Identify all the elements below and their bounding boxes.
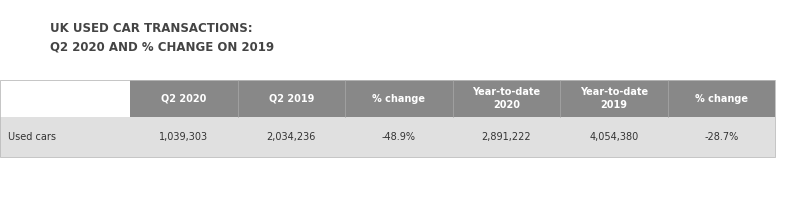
- Text: Used cars: Used cars: [8, 132, 56, 142]
- Text: -48.9%: -48.9%: [382, 132, 416, 142]
- Text: Year-to-date
2020: Year-to-date 2020: [472, 87, 540, 110]
- Text: Q2 2020: Q2 2020: [161, 93, 206, 104]
- Text: % change: % change: [372, 93, 426, 104]
- Text: Year-to-date
2019: Year-to-date 2019: [580, 87, 648, 110]
- Text: -28.7%: -28.7%: [704, 132, 738, 142]
- Bar: [130, 80, 775, 117]
- Text: Q2 2019: Q2 2019: [269, 93, 314, 104]
- Text: 1,039,303: 1,039,303: [159, 132, 208, 142]
- Text: % change: % change: [694, 93, 748, 104]
- Bar: [0, 80, 775, 157]
- Bar: [0, 117, 775, 157]
- Text: 4,054,380: 4,054,380: [589, 132, 638, 142]
- Text: UK USED CAR TRANSACTIONS:
Q2 2020 AND % CHANGE ON 2019: UK USED CAR TRANSACTIONS: Q2 2020 AND % …: [50, 22, 274, 54]
- Text: 2,891,222: 2,891,222: [482, 132, 531, 142]
- Text: 2,034,236: 2,034,236: [266, 132, 316, 142]
